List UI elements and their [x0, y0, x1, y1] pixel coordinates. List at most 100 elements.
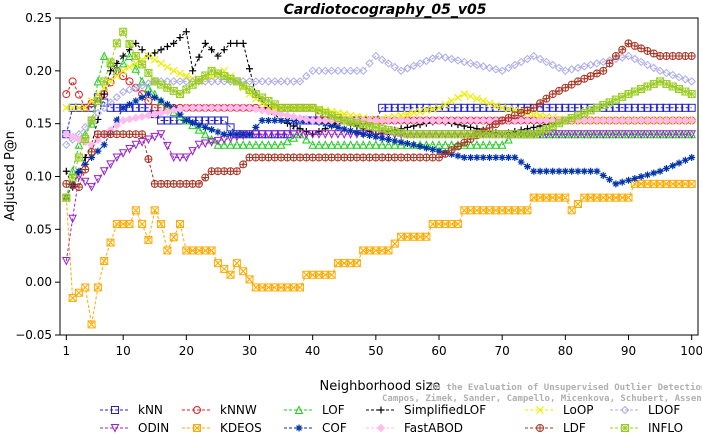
point-ldof-39 — [302, 71, 311, 81]
point-odin-82 — [573, 130, 583, 139]
point-ldf-100 — [687, 52, 696, 61]
point-cof-14 — [144, 90, 152, 98]
point-ldof-83 — [580, 62, 589, 71]
point-ldof-44 — [333, 66, 343, 76]
point-odin-33 — [264, 130, 273, 139]
point-fastabod-73 — [516, 116, 526, 125]
point-fastabod-35 — [276, 109, 286, 119]
point-ldof-99 — [681, 75, 690, 84]
point-cof-89 — [618, 178, 626, 186]
point-odin-90 — [624, 130, 633, 139]
point-loop-66 — [472, 94, 481, 103]
point-ldof-13 — [137, 81, 147, 90]
point-cof-26 — [220, 130, 228, 138]
point-ldf-28 — [232, 167, 241, 176]
point-cof-49 — [366, 132, 374, 140]
point-cof-57 — [416, 142, 424, 150]
point-kdeos-82 — [573, 199, 582, 208]
point-knn-54 — [397, 103, 406, 112]
point-loop-54 — [397, 111, 406, 120]
point-loop-18 — [169, 66, 178, 75]
point-fastabod-29 — [238, 103, 248, 113]
x-tick-label-80: 80 — [558, 344, 573, 358]
point-knn-95 — [656, 103, 665, 112]
point-ldof-77 — [542, 57, 551, 67]
point-fastabod-56 — [409, 116, 418, 125]
point-loop-17 — [163, 63, 172, 72]
point-knn-69 — [491, 103, 500, 112]
point-cof-66 — [473, 153, 481, 161]
point-inflo-7 — [100, 77, 109, 86]
point-kdeos-25 — [213, 259, 222, 268]
point-loop-56 — [409, 108, 418, 117]
point-ldof-42 — [321, 66, 330, 76]
point-odin-92 — [636, 130, 646, 139]
point-inflo-52 — [384, 126, 393, 135]
point-fastabod-53 — [390, 116, 399, 125]
point-cof-60 — [435, 147, 443, 155]
point-kdeos-16 — [157, 220, 166, 229]
point-lof-34 — [270, 140, 280, 149]
point-lof-36 — [283, 136, 292, 146]
point-ldof-59 — [428, 54, 437, 63]
point-lof-13 — [137, 76, 147, 86]
point-cof-86 — [599, 171, 607, 179]
point-cof-63 — [454, 152, 462, 160]
legend-item-knnw: kNNW — [182, 403, 257, 417]
point-loop-67 — [479, 97, 488, 105]
watermark-line-2: Campos, Zimek, Sander, Campello, Micenko… — [382, 393, 702, 404]
point-fastabod-96 — [662, 116, 671, 125]
point-inflo-2 — [68, 173, 77, 182]
point-loop-63 — [454, 93, 462, 102]
point-ldof-82 — [573, 63, 583, 73]
point-cof-17 — [163, 100, 171, 108]
legend-item-ldf: LDF — [525, 421, 586, 434]
point-odin-88 — [611, 130, 621, 139]
point-simplifiedlof-24 — [208, 46, 216, 54]
point-simplifiedlof-23 — [201, 39, 209, 47]
point-simplifiedlof-15 — [151, 49, 159, 57]
point-fastabod-6 — [93, 135, 103, 145]
point-loop-62 — [447, 97, 456, 105]
point-loop-15 — [150, 55, 159, 64]
y-tick-label-5: 0.20 — [25, 64, 52, 78]
point-cof-32 — [258, 116, 266, 124]
point-simplifiedlof-22 — [195, 53, 203, 61]
point-knn-100 — [687, 103, 696, 112]
point-fastabod-63 — [453, 116, 463, 125]
point-knn-18 — [169, 116, 178, 125]
point-cof-50 — [372, 133, 380, 141]
point-ldof-80 — [561, 66, 570, 76]
point-simplifiedlof-27 — [227, 39, 235, 47]
point-fastabod-22 — [194, 103, 204, 113]
point-kdeos-13 — [138, 220, 147, 229]
point-fastabod-59 — [428, 116, 437, 125]
point-ldf-78 — [548, 90, 557, 99]
point-fastabod-11 — [125, 115, 134, 124]
point-odin-23 — [200, 139, 210, 149]
y-tick-label-2: 0.05 — [25, 222, 52, 236]
legend-item-fastabod: FastABOD — [366, 421, 463, 434]
point-ldof-88 — [611, 54, 621, 64]
legend-item-kdeos: KDEOS — [182, 421, 262, 434]
point-fastabod-85 — [592, 116, 602, 125]
point-odin-19 — [175, 153, 185, 163]
point-kdeos-27 — [226, 270, 235, 279]
point-ldof-78 — [548, 60, 557, 70]
point-ldf-69 — [491, 120, 500, 129]
point-fastabod-10 — [118, 116, 128, 125]
point-fastabod-32 — [257, 106, 267, 115]
point-ldof-8 — [106, 98, 115, 107]
point-cof-68 — [486, 153, 494, 161]
point-simplifiedlof-10 — [119, 52, 127, 60]
point-odin-39 — [302, 130, 311, 139]
point-lof-71 — [504, 134, 513, 144]
point-knn-24 — [207, 116, 216, 125]
point-cof-46 — [347, 127, 355, 135]
point-cof-67 — [479, 153, 487, 161]
point-ldof-96 — [662, 68, 671, 78]
point-cof-7 — [100, 141, 108, 149]
legend-label-inflo: INFLO — [648, 421, 683, 434]
x-tick-label-30: 30 — [242, 344, 257, 358]
point-odin-100 — [687, 130, 696, 139]
